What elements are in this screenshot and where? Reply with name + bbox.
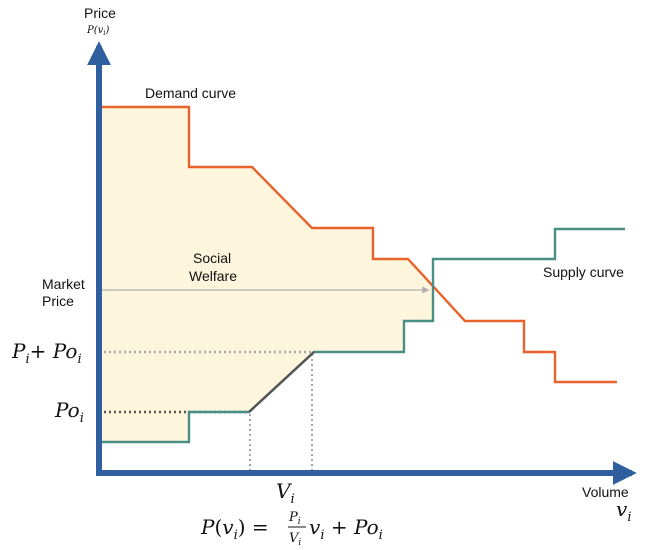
vi-tick: Vi bbox=[276, 479, 295, 507]
social-welfare-label-line1: Social bbox=[193, 250, 231, 266]
social-welfare-area bbox=[99, 107, 433, 442]
linear-bid-segment bbox=[248, 351, 315, 413]
y-axis-symbol: P(vi) bbox=[86, 25, 110, 37]
demand-curve bbox=[99, 105, 617, 384]
market-price-label-line2: Price bbox=[42, 293, 74, 309]
x-axis-title: Volume bbox=[582, 484, 629, 500]
svg-text:vi + Poi: vi + Poi bbox=[309, 515, 383, 543]
supply-curve-label: Supply curve bbox=[543, 264, 624, 280]
market-price-label-line1: Market bbox=[42, 276, 85, 292]
x-axis-symbol: vi bbox=[616, 497, 631, 525]
demand-curve-label: Demand curve bbox=[145, 85, 236, 101]
supply-curve bbox=[99, 227, 625, 444]
y-axis-title: Price bbox=[84, 5, 116, 21]
svg-text:Vi: Vi bbox=[289, 531, 301, 548]
poi-tick: Poi bbox=[54, 398, 84, 426]
svg-text:Pi: Pi bbox=[288, 510, 301, 527]
bid-formula: P(vi) = Pi Vi vi + Poi bbox=[200, 510, 383, 548]
svg-text:P(vi) =: P(vi) = bbox=[200, 515, 269, 543]
social-welfare-label-line2: Welfare bbox=[189, 268, 237, 284]
pi-plus-poi-tick: Pi+ Poi bbox=[11, 339, 82, 367]
